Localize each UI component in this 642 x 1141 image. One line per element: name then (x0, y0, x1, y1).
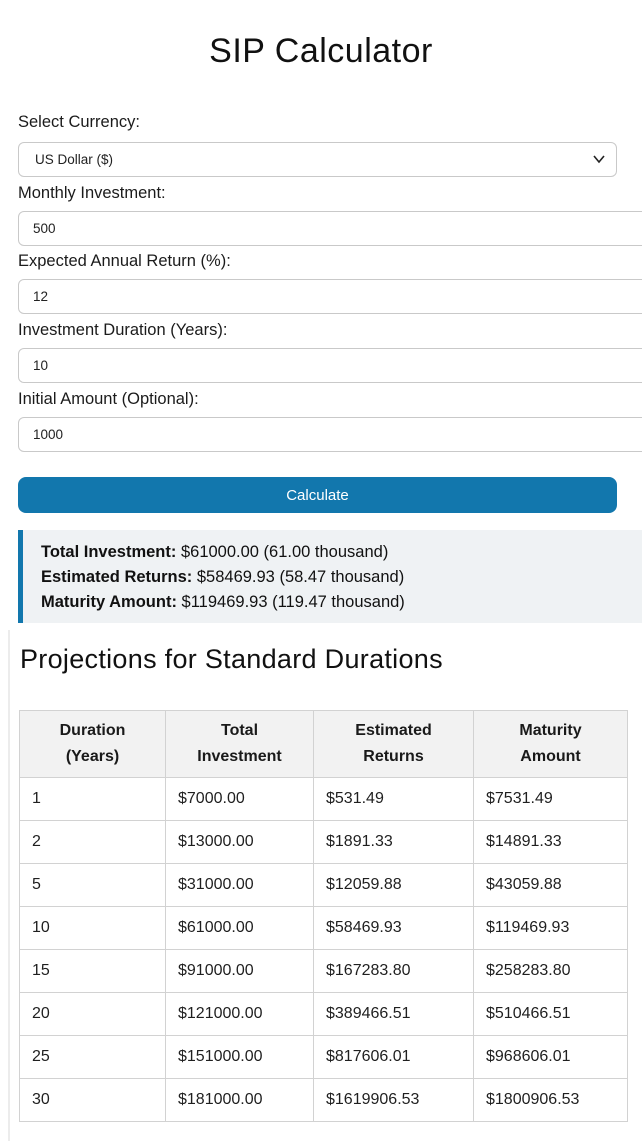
table-cell: $31000.00 (165, 863, 314, 907)
estimated-returns-result: Estimated Returns: $58469.93 (58.47 thou… (41, 565, 642, 590)
table-cell: $43059.88 (473, 863, 628, 907)
projections-table-head: Duration (Years) Total Investment Estimate… (19, 710, 628, 778)
table-row: 30 $181000.00 $1619906.53 $1800906.53 (19, 1078, 628, 1122)
table-row: 5 $31000.00 $12059.88 $43059.88 (19, 863, 628, 907)
table-cell: $58469.93 (313, 906, 474, 950)
estimated-returns-value: $58469.93 (58.47 thousand) (192, 568, 405, 586)
table-cell: 10 (19, 906, 166, 950)
table-row: 2 $13000.00 $1891.33 $14891.33 (19, 820, 628, 864)
table-row: 10 $61000.00 $58469.93 $119469.93 (19, 906, 628, 950)
table-cell: $7531.49 (473, 777, 628, 821)
annual-return-label: Expected Annual Return (%): (18, 252, 231, 270)
monthly-investment-input[interactable] (18, 211, 642, 246)
table-row: 15 $91000.00 $167283.80 $258283.80 (19, 949, 628, 993)
table-cell: $258283.80 (473, 949, 628, 993)
table-cell: 2 (19, 820, 166, 864)
table-cell: $389466.51 (313, 992, 474, 1036)
table-cell: $13000.00 (165, 820, 314, 864)
currency-select-wrap: US Dollar ($) (18, 142, 617, 177)
table-cell: $531.49 (313, 777, 474, 821)
table-cell: $817606.01 (313, 1035, 474, 1079)
table-header-cell: Duration (Years) (19, 710, 166, 778)
table-header-cell: Maturity Amount (473, 710, 628, 778)
table-cell: $510466.51 (473, 992, 628, 1036)
results-panel: Total Investment: $61000.00 (61.00 thous… (18, 530, 642, 623)
table-cell: $1800906.53 (473, 1078, 628, 1122)
calculate-button[interactable]: Calculate (18, 477, 617, 513)
table-cell: $151000.00 (165, 1035, 314, 1079)
currency-select[interactable]: US Dollar ($) (18, 142, 617, 177)
duration-input[interactable] (18, 348, 642, 383)
table-row: 1 $7000.00 $531.49 $7531.49 (19, 777, 628, 821)
table-cell: 30 (19, 1078, 166, 1122)
table-header-cell: Total Investment (165, 710, 314, 778)
table-cell: 5 (19, 863, 166, 907)
table-cell: $12059.88 (313, 863, 474, 907)
currency-label: Select Currency: (18, 113, 140, 131)
table-cell: $7000.00 (165, 777, 314, 821)
table-cell: 20 (19, 992, 166, 1036)
projections-table: Duration (Years) Total Investment Estimate… (19, 710, 628, 1122)
estimated-returns-label: Estimated Returns: (41, 568, 193, 586)
table-cell: $91000.00 (165, 949, 314, 993)
table-cell: 15 (19, 949, 166, 993)
monthly-investment-label: Monthly Investment: (18, 184, 166, 202)
table-cell: 1 (19, 777, 166, 821)
table-cell: $61000.00 (165, 906, 314, 950)
table-cell: $968606.01 (473, 1035, 628, 1079)
maturity-amount-result: Maturity Amount: $119469.93 (119.47 thou… (41, 590, 642, 615)
maturity-amount-value: $119469.93 (119.47 thousand) (176, 593, 405, 611)
page-title: SIP Calculator (209, 32, 433, 70)
maturity-amount-label: Maturity Amount: (41, 593, 177, 611)
table-header-cell: Estimated Returns (313, 710, 474, 778)
total-investment-result: Total Investment: $61000.00 (61.00 thous… (41, 540, 642, 565)
duration-label: Investment Duration (Years): (18, 321, 228, 339)
table-cell: $14891.33 (473, 820, 628, 864)
projections-table-body: 1 $7000.00 $531.49 $7531.49 2 $13000.00 $1891.… (19, 777, 628, 1122)
table-row: 25 $151000.00 $817606.01 $968606.01 (19, 1035, 628, 1079)
table-cell: $121000.00 (165, 992, 314, 1036)
table-header-row: Duration (Years) Total Investment Estimate… (19, 710, 628, 778)
total-investment-label: Total Investment: (41, 543, 177, 561)
table-cell: $167283.80 (313, 949, 474, 993)
table-row: 20 $121000.00 $389466.51 $510466.51 (19, 992, 628, 1036)
table-cell: 25 (19, 1035, 166, 1079)
table-cell: $119469.93 (473, 906, 628, 950)
initial-amount-input[interactable] (18, 417, 642, 452)
table-cell: $181000.00 (165, 1078, 314, 1122)
initial-amount-label: Initial Amount (Optional): (18, 390, 199, 408)
table-cell: $1891.33 (313, 820, 474, 864)
annual-return-input[interactable] (18, 279, 642, 314)
table-cell: $1619906.53 (313, 1078, 474, 1122)
total-investment-value: $61000.00 (61.00 thousand) (176, 543, 389, 561)
projections-heading: Projections for Standard Durations (20, 644, 443, 674)
